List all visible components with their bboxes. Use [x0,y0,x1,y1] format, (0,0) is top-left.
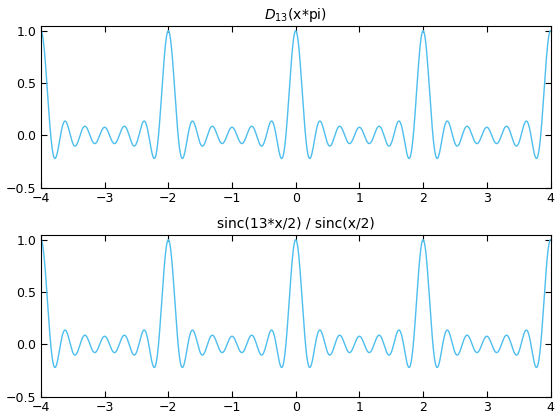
Title: sinc(13*x/2) / sinc(x/2): sinc(13*x/2) / sinc(x/2) [217,217,375,231]
Title: $D_{13}$(x*pi): $D_{13}$(x*pi) [264,5,327,24]
